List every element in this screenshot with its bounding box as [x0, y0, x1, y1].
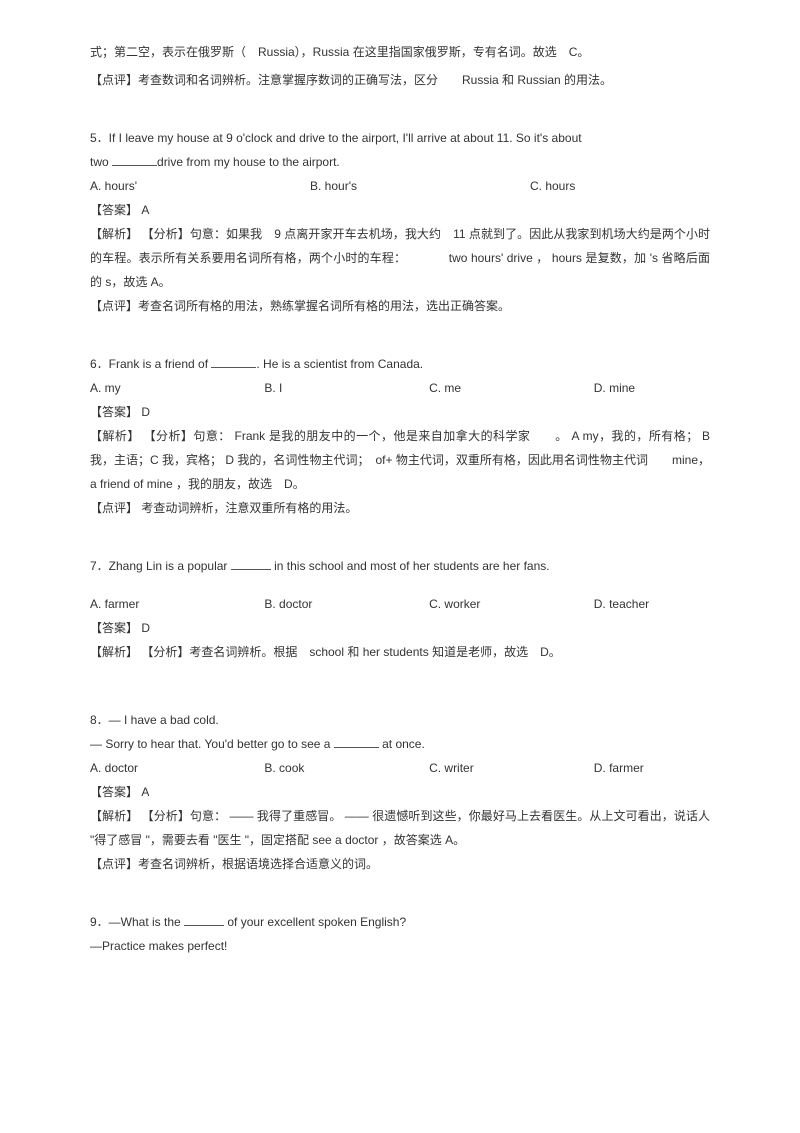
- q5-option-a: A. hours': [90, 174, 310, 198]
- blank-fill: [184, 914, 224, 926]
- prev-line2: 【点评】考查数词和名词辨析。注意掌握序数词的正确写法，区分 Russia 和 R…: [90, 68, 710, 92]
- blank-fill: [211, 356, 256, 368]
- q6-explain2: 【点评】 考查动词辨析，注意双重所有格的用法。: [90, 496, 710, 520]
- q6-post: . He is a scientist from Canada.: [256, 357, 423, 371]
- q5-options: A. hours' B. hour's C. hours: [90, 174, 710, 198]
- q8-option-a: A. doctor: [90, 756, 264, 780]
- q7-option-b: B. doctor: [264, 592, 429, 616]
- q6-option-c: C. me: [429, 376, 594, 400]
- question-9: 9．—What is the of your excellent spoken …: [90, 910, 710, 958]
- q8-option-d: D. farmer: [594, 756, 710, 780]
- q8-text-line2: — Sorry to hear that. You'd better go to…: [90, 732, 710, 756]
- q6-explain1: 【解析】 【分析】句意： Frank 是我的朋友中的一个，他是来自加拿大的科学家…: [90, 424, 710, 496]
- q6-pre: 6．Frank is a friend of: [90, 357, 211, 371]
- q7-pre: 7．Zhang Lin is a popular: [90, 559, 231, 573]
- q5-option-c: C. hours: [530, 174, 710, 198]
- previous-question-tail: 式；第二空，表示在俄罗斯（ Russia），Russia 在这里指国家俄罗斯，专…: [90, 40, 710, 92]
- q5-text-line2: two drive from my house to the airport.: [90, 150, 710, 174]
- q8-options: A. doctor B. cook C. writer D. farmer: [90, 756, 710, 780]
- q8-post: at once.: [379, 737, 425, 751]
- q5-explain2: 【点评】考查名词所有格的用法，熟练掌握名词所有格的用法，选出正确答案。: [90, 294, 710, 318]
- q5-text-line1: 5．If I leave my house at 9 o'clock and d…: [90, 126, 710, 150]
- q5-pre: two: [90, 155, 112, 169]
- q5-explain1: 【解析】 【分析】句意：如果我 9 点离开家开车去机场，我大约 11 点就到了。…: [90, 222, 710, 294]
- q7-option-a: A. farmer: [90, 592, 264, 616]
- q8-explain2: 【点评】考查名词辨析，根据语境选择合适意义的词。: [90, 852, 710, 876]
- q7-explain1: 【解析】 【分析】考查名词辨析。根据 school 和 her students…: [90, 640, 710, 664]
- q7-answer: 【答案】 D: [90, 616, 710, 640]
- q5-answer: 【答案】 A: [90, 198, 710, 222]
- blank-fill: [112, 154, 157, 166]
- q5-post: drive from my house to the airport.: [157, 155, 340, 169]
- q7-option-c: C. worker: [429, 592, 594, 616]
- prev-line1: 式；第二空，表示在俄罗斯（ Russia），Russia 在这里指国家俄罗斯，专…: [90, 40, 710, 64]
- q8-option-b: B. cook: [264, 756, 429, 780]
- question-8: 8．— I have a bad cold. — Sorry to hear t…: [90, 708, 710, 876]
- q7-option-d: D. teacher: [594, 592, 710, 616]
- q6-option-b: B. I: [264, 376, 429, 400]
- q8-option-c: C. writer: [429, 756, 594, 780]
- question-6: 6．Frank is a friend of . He is a scienti…: [90, 352, 710, 520]
- q7-text: 7．Zhang Lin is a popular in this school …: [90, 554, 710, 578]
- blank-fill: [334, 736, 379, 748]
- q9-post: of your excellent spoken English?: [224, 915, 406, 929]
- q6-answer: 【答案】 D: [90, 400, 710, 424]
- q8-explain1: 【解析】 【分析】句意： —— 我得了重感冒。 —— 很遗憾听到这些，你最好马上…: [90, 804, 710, 852]
- q9-text-line1: 9．—What is the of your excellent spoken …: [90, 910, 710, 934]
- q6-text: 6．Frank is a friend of . He is a scienti…: [90, 352, 710, 376]
- q9-pre: 9．—What is the: [90, 915, 184, 929]
- q8-answer: 【答案】 A: [90, 780, 710, 804]
- q6-option-d: D. mine: [594, 376, 710, 400]
- q6-option-a: A. my: [90, 376, 264, 400]
- question-7: 7．Zhang Lin is a popular in this school …: [90, 554, 710, 664]
- q6-options: A. my B. I C. me D. mine: [90, 376, 710, 400]
- q5-option-b: B. hour's: [310, 174, 530, 198]
- q7-post: in this school and most of her students …: [271, 559, 550, 573]
- q7-options: A. farmer B. doctor C. worker D. teacher: [90, 592, 710, 616]
- question-5: 5．If I leave my house at 9 o'clock and d…: [90, 126, 710, 318]
- q8-text-line1: 8．— I have a bad cold.: [90, 708, 710, 732]
- q8-pre: — Sorry to hear that. You'd better go to…: [90, 737, 334, 751]
- blank-fill: [231, 558, 271, 570]
- q9-text-line2: —Practice makes perfect!: [90, 934, 710, 958]
